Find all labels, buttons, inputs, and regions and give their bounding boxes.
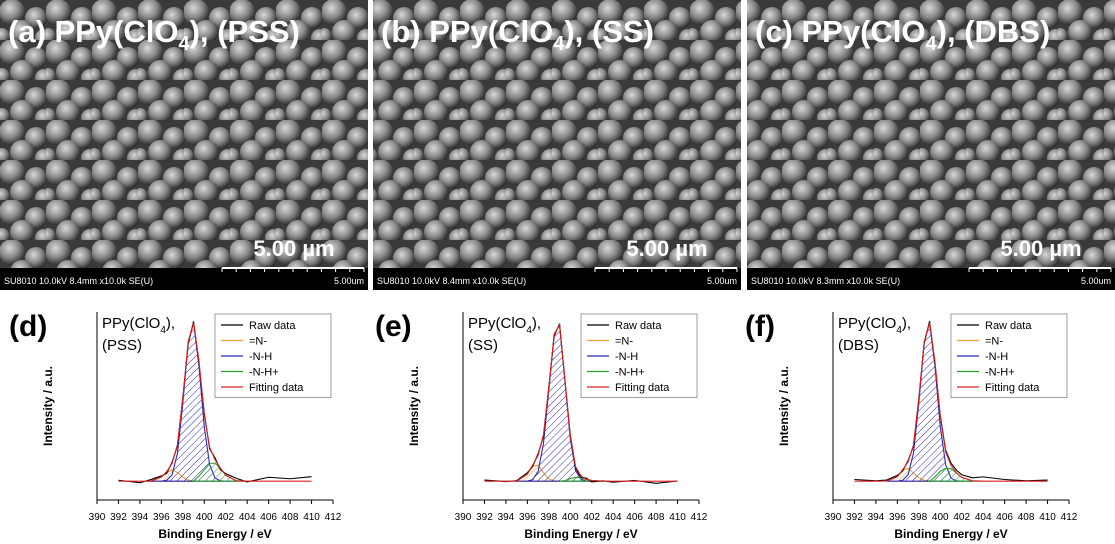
legend-label: Raw data xyxy=(985,320,1032,332)
annotation-text: PPy(ClO xyxy=(102,315,160,332)
x-tick-label: 398 xyxy=(910,512,927,523)
x-tick-label: 406 xyxy=(626,512,643,523)
sem-title-text: (c) PPy(ClO xyxy=(755,14,926,49)
x-tick-label: 412 xyxy=(1061,512,1078,523)
legend-label: Raw data xyxy=(615,320,662,332)
legend-label: =N- xyxy=(615,336,633,348)
x-tick-label: 408 xyxy=(648,512,665,523)
x-tick-label: 394 xyxy=(498,512,515,523)
figure: (a) PPy(ClO4), (PSS) 5.00 µm SU8010 10.0kV… xyxy=(0,0,1115,544)
legend-label: -N-H+ xyxy=(985,367,1015,379)
x-axis-label: Binding Energy / eV xyxy=(894,527,1007,541)
sem-title-suffix: ), (SS) xyxy=(564,14,654,49)
x-tick-label: 390 xyxy=(89,512,106,523)
scale-label: 5.00 µm xyxy=(1000,236,1081,261)
x-tick-label: 412 xyxy=(691,512,708,523)
sem-title: (a) PPy(ClO4), (PSS) xyxy=(8,14,300,55)
x-tick-label: 404 xyxy=(975,512,992,523)
x-tick-label: 412 xyxy=(325,512,342,523)
x-axis-label: Binding Energy / eV xyxy=(158,527,271,541)
x-tick-label: 406 xyxy=(996,512,1013,523)
x-tick-label: 402 xyxy=(953,512,970,523)
sem-title-text: (b) PPy(ClO xyxy=(381,14,553,49)
sem-title: (c) PPy(ClO4), (DBS) xyxy=(755,14,1050,55)
x-tick-label: 392 xyxy=(476,512,493,523)
annotation-text: PPy(ClO xyxy=(468,315,526,332)
x-tick-label: 396 xyxy=(153,512,170,523)
annotation-suffix: ), xyxy=(532,315,541,332)
annotation-line2: (DBS) xyxy=(838,337,879,354)
legend-label: =N- xyxy=(249,336,267,348)
x-axis-label: Binding Energy / eV xyxy=(524,527,637,541)
legend-label: -N-H+ xyxy=(249,367,279,379)
legend-label: -N-H xyxy=(249,351,272,363)
x-tick-label: 392 xyxy=(846,512,863,523)
x-tick-label: 394 xyxy=(132,512,149,523)
legend-label: Fitting data xyxy=(615,382,670,394)
x-tick-label: 406 xyxy=(260,512,277,523)
annotation: PPy(ClO4), xyxy=(838,315,911,336)
annotation-text: PPy(ClO xyxy=(838,315,896,332)
panel-label: (e) xyxy=(375,310,412,343)
annotation-line2: (PSS) xyxy=(102,337,142,354)
annotation: PPy(ClO4), xyxy=(468,315,541,336)
annotation-line2: (SS) xyxy=(468,337,498,354)
legend-label: -N-H xyxy=(985,351,1008,363)
info-text: SU8010 10.0kV 8.3mm x10.0k SE(U) xyxy=(751,276,900,286)
x-tick-label: 390 xyxy=(455,512,472,523)
annotation: PPy(ClO4), xyxy=(102,315,175,336)
panel-label: (f) xyxy=(745,310,775,343)
x-tick-label: 410 xyxy=(1039,512,1056,523)
x-tick-label: 400 xyxy=(562,512,579,523)
legend-label: -N-H xyxy=(615,351,638,363)
info-scale: 5.00um xyxy=(707,276,737,286)
legend-label: Fitting data xyxy=(249,382,304,394)
sem-title-suffix: ), (DBS) xyxy=(937,14,1051,49)
scale-label: 5.00 µm xyxy=(253,236,334,261)
x-tick-label: 392 xyxy=(110,512,127,523)
annotation-suffix: ), xyxy=(166,315,175,332)
annotation-suffix: ), xyxy=(902,315,911,332)
x-tick-label: 408 xyxy=(1018,512,1035,523)
x-tick-label: 404 xyxy=(605,512,622,523)
x-tick-label: 410 xyxy=(303,512,320,523)
legend-label: Fitting data xyxy=(985,382,1040,394)
y-axis-label: Intensity / a.u. xyxy=(41,366,55,446)
x-tick-label: 396 xyxy=(519,512,536,523)
x-tick-label: 402 xyxy=(217,512,234,523)
legend-label: =N- xyxy=(985,336,1003,348)
panel-label: (d) xyxy=(9,310,47,343)
legend-label: -N-H+ xyxy=(615,367,645,379)
x-tick-label: 398 xyxy=(540,512,557,523)
x-tick-label: 390 xyxy=(825,512,842,523)
sem-title-suffix: ), (PSS) xyxy=(190,14,300,49)
sem-title-text: (a) PPy(ClO xyxy=(8,14,179,49)
info-scale: 5.00um xyxy=(334,276,364,286)
sem-title: (b) PPy(ClO4), (SS) xyxy=(381,14,654,55)
x-tick-label: 402 xyxy=(583,512,600,523)
x-tick-label: 408 xyxy=(282,512,299,523)
x-tick-label: 394 xyxy=(868,512,885,523)
x-tick-label: 396 xyxy=(889,512,906,523)
legend-label: Raw data xyxy=(249,320,296,332)
info-text: SU8010 10.0kV 8.4mm x10.0k SE(U) xyxy=(4,276,153,286)
x-tick-label: 398 xyxy=(174,512,191,523)
y-axis-label: Intensity / a.u. xyxy=(407,366,421,446)
x-tick-label: 400 xyxy=(932,512,949,523)
y-axis-label: Intensity / a.u. xyxy=(777,366,791,446)
info-text: SU8010 10.0kV 8.4mm x10.0k SE(U) xyxy=(377,276,526,286)
scale-label: 5.00 µm xyxy=(626,236,707,261)
x-tick-label: 400 xyxy=(196,512,213,523)
x-tick-label: 410 xyxy=(669,512,686,523)
info-scale: 5.00um xyxy=(1081,276,1111,286)
x-tick-label: 404 xyxy=(239,512,256,523)
